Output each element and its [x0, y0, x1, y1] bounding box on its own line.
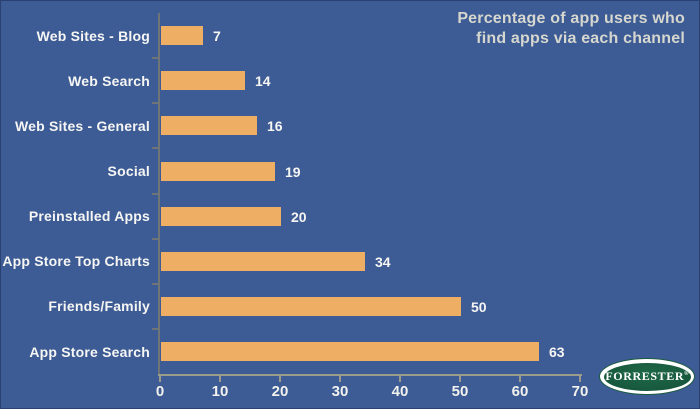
- x-axis-tick-label: 40: [391, 383, 409, 401]
- y-axis-tick: [152, 57, 160, 60]
- value-label: 34: [375, 253, 391, 270]
- chart-title: Percentage of app users who find apps vi…: [457, 9, 685, 49]
- bar: [161, 161, 275, 181]
- category-label: Preinstalled Apps: [28, 208, 150, 225]
- chart-title-line1: Percentage of app users who: [457, 10, 685, 27]
- category-label: Web Sites - Blog: [36, 27, 150, 44]
- value-label: 63: [549, 344, 565, 361]
- value-label: 14: [255, 73, 271, 90]
- bar: [161, 26, 203, 46]
- x-axis-tick: [579, 376, 581, 383]
- x-axis-tick-label: 30: [331, 383, 349, 401]
- value-label: 7: [213, 28, 221, 45]
- x-axis-tick-label: 50: [451, 383, 469, 401]
- value-label: 20: [291, 208, 307, 225]
- x-axis-tick-label: 0: [155, 383, 165, 401]
- x-axis-tick: [219, 376, 221, 383]
- y-axis-tick: [152, 237, 160, 240]
- bar: [161, 342, 539, 362]
- value-label: 16: [267, 118, 283, 135]
- x-axis-tick: [459, 376, 461, 383]
- bar: [161, 116, 257, 136]
- y-axis-tick: [152, 328, 160, 331]
- y-axis-tick: [152, 147, 160, 150]
- bar: [161, 251, 365, 271]
- x-axis-tick: [279, 376, 281, 383]
- x-axis-tick: [339, 376, 341, 383]
- bar: [161, 71, 245, 91]
- registered-mark: ®: [684, 371, 689, 377]
- category-label: Social: [107, 163, 150, 180]
- y-axis-tick: [152, 192, 160, 195]
- category-label: App Store Search: [29, 343, 150, 360]
- forrester-logo-oval: FORRESTER®: [603, 362, 691, 391]
- category-label: Friends/Family: [48, 298, 150, 315]
- value-label: 50: [471, 298, 487, 315]
- forrester-logo: FORRESTER®: [600, 359, 694, 394]
- category-label: Web Sites - General: [14, 117, 150, 134]
- x-axis-tick-label: 70: [571, 383, 589, 401]
- category-label: Web Search: [68, 72, 150, 89]
- chart-title-line2: find apps via each channel: [476, 30, 685, 47]
- bar: [161, 206, 281, 226]
- category-label: App Store Top Charts: [2, 253, 150, 270]
- x-axis-tick: [519, 376, 521, 383]
- x-axis-tick-label: 20: [271, 383, 289, 401]
- x-axis-tick: [399, 376, 401, 383]
- value-label: 19: [285, 163, 301, 180]
- bar: [161, 296, 461, 316]
- forrester-logo-text: FORRESTER®: [605, 369, 689, 383]
- y-axis-tick: [152, 282, 160, 285]
- x-axis-tick: [159, 376, 161, 383]
- x-axis-tick-label: 10: [211, 383, 229, 401]
- x-axis-tick-label: 60: [511, 383, 529, 401]
- y-axis-tick: [152, 102, 160, 105]
- x-axis-line: [158, 374, 582, 377]
